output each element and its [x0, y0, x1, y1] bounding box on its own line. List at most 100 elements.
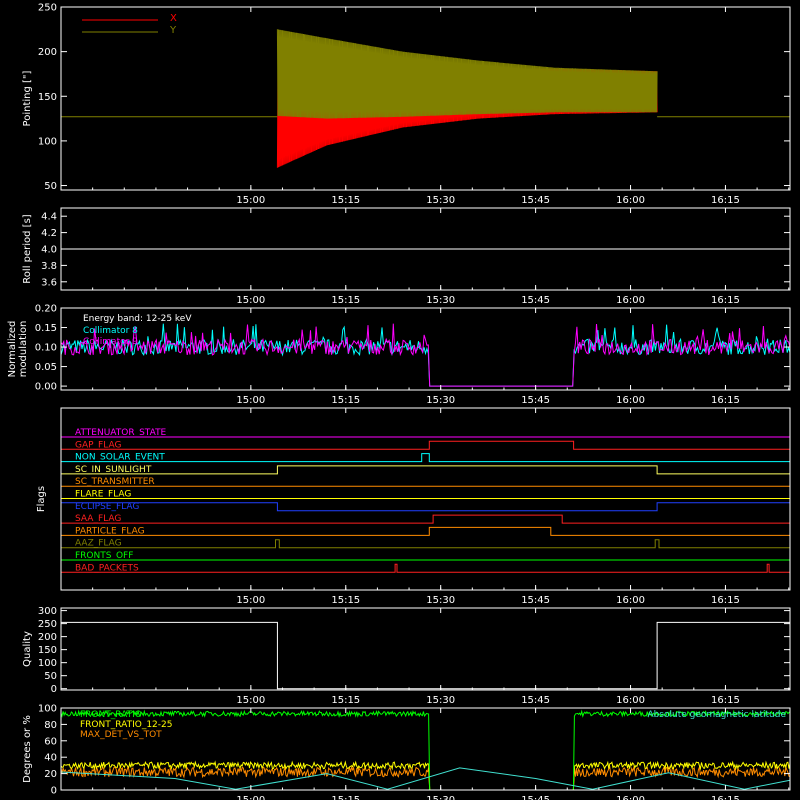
y-tick-label: 4.2 — [41, 228, 57, 239]
y-tick-label: 4.0 — [41, 245, 57, 256]
quality-panel: 15:00 15:15 15:30 15:45 16:00 16:15 0 50 100 150 2… — [22, 606, 791, 706]
x-tick-label: 16:15 — [711, 195, 740, 206]
plot-frame — [60, 407, 791, 591]
legend-label: MAX_DET_VS_TOT — [80, 730, 162, 740]
y-tick-label: 250 — [38, 3, 57, 14]
flag-line — [61, 526, 790, 536]
y-tick-label: 3.6 — [41, 277, 57, 288]
x-tick-label: 16:15 — [711, 795, 740, 800]
x-tick-label: 16:00 — [616, 795, 645, 800]
y-tick-label: 3.8 — [41, 261, 57, 272]
x-tick-label: 16:15 — [711, 695, 740, 706]
flag-label: FLARE_FLAG — [75, 490, 131, 500]
x-tick-label: 15:45 — [521, 295, 550, 306]
flag-label: SC_TRANSMITTER — [75, 477, 155, 487]
y-tick-label: 0.05 — [35, 362, 57, 373]
y-tick-label: 0 — [51, 684, 57, 695]
y-axis-label: modulation — [18, 321, 29, 378]
y-tick-label: 0.15 — [35, 323, 57, 334]
y-axis-label: Degrees or % — [22, 715, 33, 783]
flag-label: AAZ_FLAG — [75, 539, 122, 549]
plot-frame — [60, 707, 791, 791]
quality-line — [61, 621, 790, 690]
x-tick-label: 15:00 — [236, 595, 265, 606]
y-series-line — [276, 29, 658, 119]
pointing-panel: 15:00 15:15 15:30 15:45 16:00 16:15 50 100 150 20… — [22, 3, 791, 206]
y-tick-label: 150 — [38, 645, 57, 656]
y-tick-label: 60 — [44, 736, 57, 747]
x-tick-label: 15:15 — [331, 795, 360, 800]
front-ratio-line — [60, 709, 791, 791]
y-tick-label: 250 — [38, 619, 57, 630]
x-tick-label: 15:30 — [426, 195, 455, 206]
x-tick-label: 15:45 — [521, 795, 550, 800]
flag-label: ECLIPSE_FLAG — [75, 502, 139, 512]
x-tick-label: 16:00 — [616, 595, 645, 606]
flag-line — [61, 514, 790, 524]
legend-label: X — [170, 13, 177, 24]
modulation-panel: 15:00 15:15 15:30 15:45 16:00 16:15 0.00 0.05 0.… — [7, 304, 791, 406]
x-tick-label: 15:45 — [521, 395, 550, 406]
x-tick-label: 15:00 — [236, 795, 265, 800]
energy-band-annotation: Energy band: 12-25 keV — [83, 314, 192, 324]
x-tick-label: 15:30 — [426, 295, 455, 306]
plot-frame — [60, 6, 791, 191]
y-tick-label: 0.20 — [35, 304, 57, 315]
y-tick-label: 0 — [51, 786, 57, 797]
flags-panel: ATTENUATOR_STATE GAP_FLAG NON_SOLAR_EVENT S… — [36, 407, 791, 606]
y-tick-label: 50 — [44, 671, 57, 682]
roll-period-panel: 15:00 15:15 15:30 15:45 16:00 16:15 3.6 3.8 4.0 4… — [22, 207, 791, 306]
x-tick-label: 15:45 — [521, 695, 550, 706]
x-tick-label: 15:30 — [426, 695, 455, 706]
y-tick-label: 100 — [38, 136, 57, 147]
degrees-panel: 15:00 15:15 15:30 15:45 16:00 16:15 0 20 40 60 80 1… — [22, 704, 791, 800]
x-tick-label: 15:15 — [331, 295, 360, 306]
x-tick-label: 15:45 — [521, 595, 550, 606]
y-tick-label: 100 — [38, 658, 57, 669]
flag-label: PARTICLE_FLAG — [75, 526, 145, 536]
legend-label: FRONT_RATIO — [80, 710, 142, 720]
legend-label: Collimator 8 — [83, 326, 138, 336]
geomag-latitude-line — [60, 767, 791, 790]
x-tick-label: 15:15 — [331, 395, 360, 406]
x-tick-label: 15:30 — [426, 595, 455, 606]
x-tick-label: 15:00 — [236, 195, 265, 206]
y-axis-label: Pointing ["] — [22, 70, 33, 126]
flag-line — [61, 563, 790, 573]
front-ratio-12-25-line — [60, 760, 791, 791]
y-tick-label: 200 — [38, 632, 57, 643]
y-tick-label: 80 — [44, 720, 57, 731]
x-tick-label: 15:30 — [426, 795, 455, 800]
y-tick-label: 150 — [38, 92, 57, 103]
flag-line — [61, 440, 790, 450]
y-tick-label: 100 — [38, 704, 57, 715]
flag-label: ATTENUATOR_STATE — [75, 428, 167, 438]
x-tick-label: 15:15 — [331, 595, 360, 606]
y-tick-label: 0.00 — [35, 382, 57, 393]
flag-line — [61, 453, 790, 463]
plot-frame — [60, 607, 791, 691]
x-tick-label: 15:15 — [331, 695, 360, 706]
y-tick-label: 50 — [44, 181, 57, 192]
legend-label: Collimator 9 — [83, 337, 138, 347]
y-tick-label: 40 — [44, 753, 57, 764]
legend-label: Y — [169, 25, 177, 36]
y-tick-label: 200 — [38, 47, 57, 58]
x-tick-label: 16:00 — [616, 695, 645, 706]
y-axis-label: Roll period [s] — [22, 214, 33, 283]
max-det-line — [60, 765, 791, 791]
y-axis-label: Flags — [36, 486, 47, 512]
flag-label: FRONTS_OFF — [75, 551, 133, 561]
flag-line — [60, 502, 791, 512]
y-tick-label: 300 — [38, 606, 57, 617]
flag-line — [61, 539, 790, 549]
x-tick-label: 15:30 — [426, 395, 455, 406]
collimator-9-line — [60, 323, 791, 387]
flag-label: SC_IN_SUNLIGHT — [75, 465, 152, 475]
x-tick-label: 16:00 — [616, 195, 645, 206]
x-tick-label: 15:15 — [331, 195, 360, 206]
flag-label: BAD_PACKETS — [75, 563, 139, 573]
y-axis-label: Normalized — [7, 321, 18, 378]
geomag-legend-label: Absolute geomagnetic latitude — [647, 710, 786, 720]
x-tick-label: 15:00 — [236, 695, 265, 706]
